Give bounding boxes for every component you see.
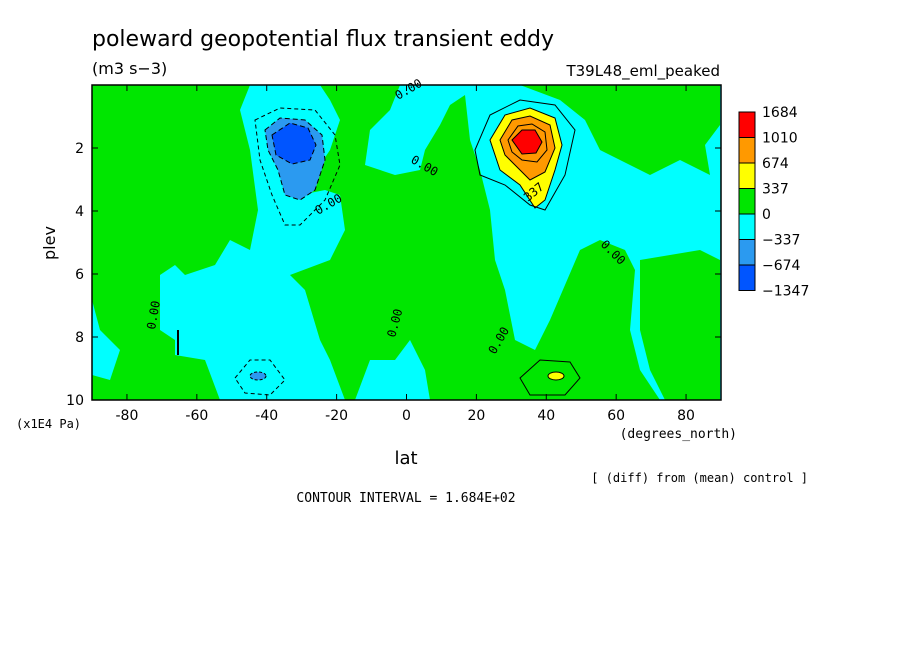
legend-level-label: −1347 — [762, 284, 809, 300]
x-tick-label: 20 — [467, 408, 485, 424]
neg-small-min — [249, 371, 267, 381]
legend-swatch — [738, 264, 756, 291]
color-legend: 1684 1010 674 337 0 −337 −674 −1347 — [738, 105, 809, 300]
green-region-south — [92, 85, 258, 400]
y-tick-label: 4 — [75, 204, 84, 220]
legend-level-label: −674 — [762, 258, 801, 274]
contour-field: 0.00 0.00 0.00 0.00 0.00 0.00 0.00 337 — [92, 76, 721, 400]
green-patch-midlat — [160, 112, 230, 170]
legend-swatch — [738, 239, 756, 266]
legend-swatch — [738, 213, 756, 240]
legend-level-label: 337 — [762, 182, 789, 198]
x-tick-label: -80 — [116, 408, 139, 424]
legend-swatch — [738, 188, 756, 215]
x-axis-units: (degrees_north) — [620, 427, 737, 442]
contour-1684 — [511, 129, 543, 155]
contour-label: 0.00 — [144, 300, 163, 331]
legend-swatch — [738, 111, 756, 138]
x-tick-label: 0 — [402, 408, 411, 424]
contour-line-pos-low — [519, 359, 581, 396]
legend-level-label: 674 — [762, 156, 789, 172]
green-region-center — [290, 85, 660, 400]
y-axis-units: (x1E4 Pa) — [16, 417, 81, 431]
x-tick-label: 40 — [537, 408, 555, 424]
y-tick-label: 10 — [66, 393, 84, 409]
legend-level-label: 1010 — [762, 131, 798, 147]
x-axis-label: lat — [394, 448, 417, 469]
y-axis-ticks: 2 4 6 8 10 — [66, 141, 721, 409]
chart-units: (m3 s−3) — [92, 59, 167, 78]
chart-title: poleward geopotential flux transient edd… — [92, 27, 554, 52]
contour-line-pos-outer — [474, 99, 576, 211]
contour-line-neg-low — [234, 359, 286, 396]
contour-interval: CONTOUR INTERVAL = 1.684E+02 — [296, 491, 515, 506]
x-tick-label: -40 — [255, 408, 278, 424]
legend-level-label: 0 — [762, 207, 771, 223]
green-region-right — [640, 250, 720, 400]
y-tick-label: 8 — [75, 330, 84, 346]
experiment-label: T39L48_eml_peaked — [565, 62, 720, 81]
y-tick-label: 2 — [75, 141, 84, 157]
x-tick-label: -60 — [185, 408, 208, 424]
x-axis-ticks: -80 -60 -40 -20 0 20 40 60 80 — [116, 85, 695, 424]
legend-swatch — [738, 137, 756, 164]
pos-small-max — [547, 371, 565, 381]
x-tick-label: 80 — [677, 408, 695, 424]
y-axis-label: plev — [40, 226, 59, 260]
contour-line-neg-outer — [254, 107, 341, 226]
x-tick-label: 60 — [607, 408, 625, 424]
legend-swatch — [738, 162, 756, 189]
y-tick-label: 6 — [75, 267, 84, 283]
x-tick-label: -20 — [325, 408, 348, 424]
comparison-note: [ (diff) from (mean) control ] — [591, 471, 808, 485]
green-region-north — [520, 85, 720, 175]
contour-neg-674 — [271, 122, 317, 165]
legend-level-label: 1684 — [762, 105, 798, 121]
legend-level-label: −337 — [762, 233, 800, 249]
